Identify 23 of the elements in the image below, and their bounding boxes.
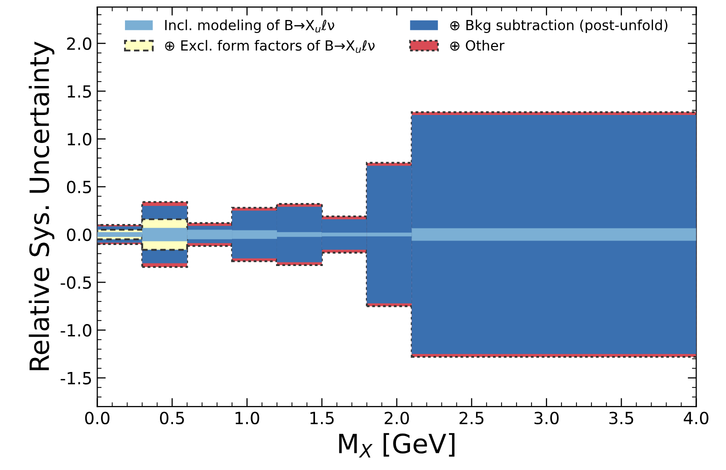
y-tick-label: -1.5 (60, 372, 91, 384)
y-tick-label: -1.0 (60, 324, 92, 337)
x-tick-label: 3.5 (609, 412, 634, 424)
y-tick-label: -0.5 (60, 276, 91, 289)
x-tick-label: 2.0 (384, 412, 409, 424)
y-tick-label: 1.5 (68, 85, 91, 98)
y-tick-label: 1.0 (68, 132, 92, 146)
x-tick-label: 4.0 (684, 412, 708, 424)
x-tick-label: 1.0 (236, 412, 260, 424)
y-tick-label: 2.0 (67, 37, 92, 50)
x-tick-label: 0.5 (160, 412, 184, 424)
x-tick-label: 1.5 (310, 412, 334, 424)
x-axis-title: M$_{X}$ [GeV] (339, 433, 454, 458)
x-tick-label: 0.0 (85, 412, 110, 424)
legend-label: ⊕ Other (450, 40, 504, 51)
y-tick-label: 0.0 (67, 228, 92, 242)
x-tick-label: 3.0 (534, 412, 559, 424)
y-axis-title: Relative Sys. Uncertainty (28, 42, 54, 370)
y-tick-label: 0.5 (67, 180, 91, 194)
legend-label: ⊕ Bkg subtraction (post-unfold) (450, 20, 668, 33)
legend-label: ⊕ Excl. form factors of B→X$_{u}$ℓν (165, 40, 375, 53)
x-tick-label: 2.5 (460, 412, 484, 424)
legend-label: Incl. modeling of B→X$_{u}$ℓν (165, 20, 334, 33)
